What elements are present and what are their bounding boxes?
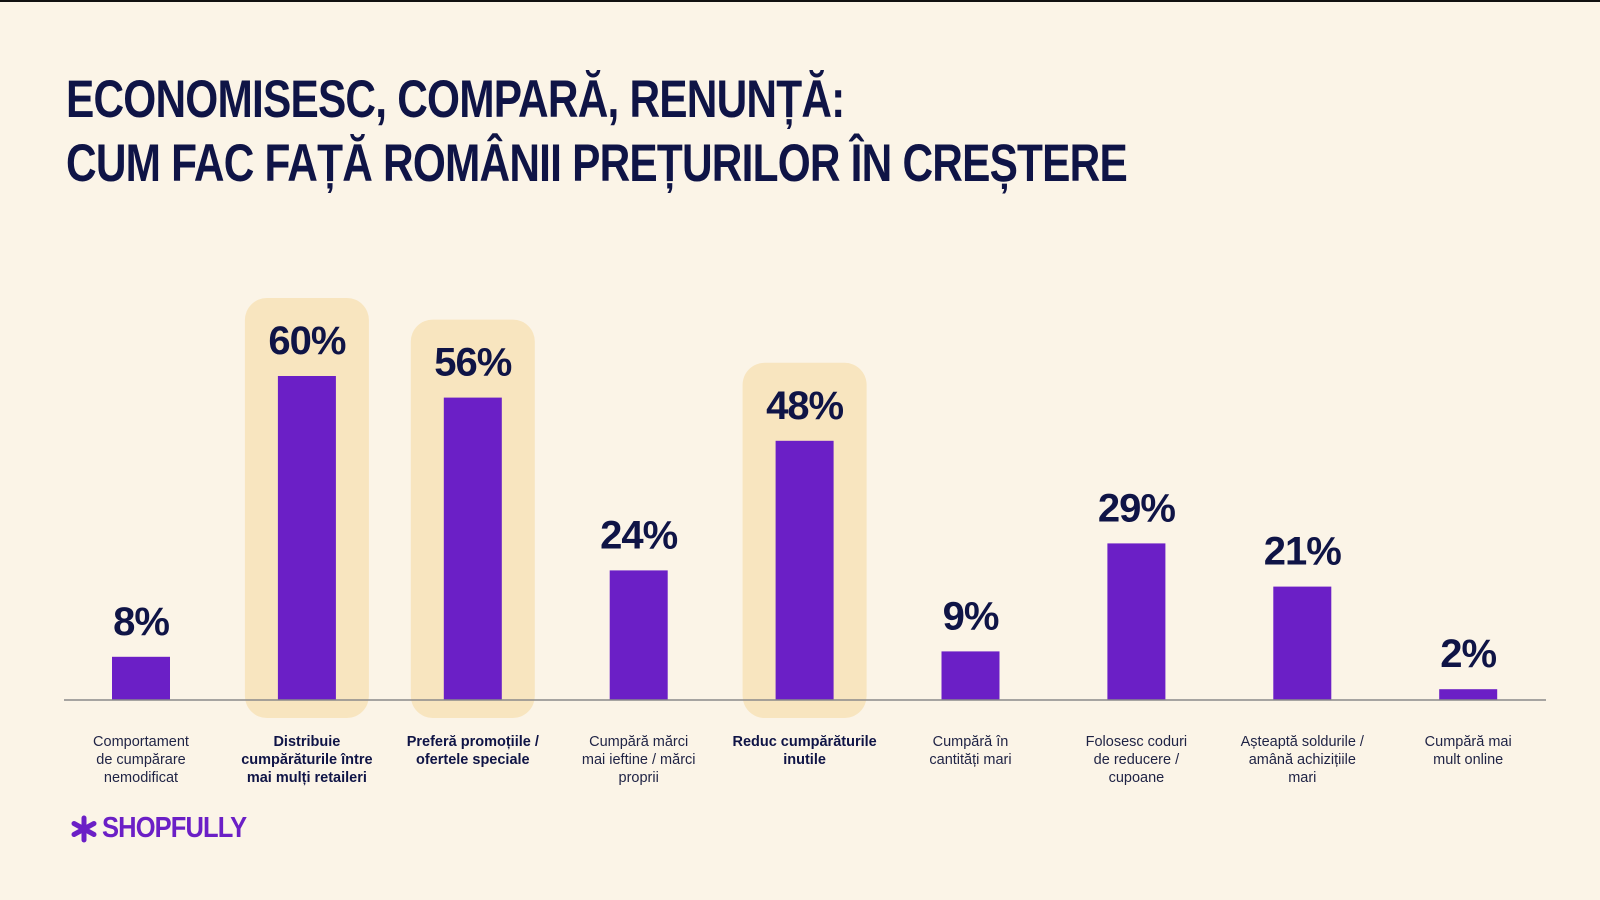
value-label: 29% xyxy=(1098,486,1175,530)
category-label-line: Distribuie xyxy=(273,734,341,750)
bar xyxy=(941,651,1000,700)
bar xyxy=(609,570,668,700)
category-label-line: Cumpără mărci xyxy=(589,734,689,750)
value-label: 56% xyxy=(434,341,511,385)
category-label-line: de reducere / xyxy=(1093,752,1180,768)
shopfully-logo: SHOPFULLY xyxy=(70,812,266,845)
category-label: Folosesc coduri de reducere / cupoane xyxy=(1061,733,1211,787)
bar xyxy=(775,440,834,700)
category-label-line: cupoane xyxy=(1108,770,1165,786)
category-label-line: inutile xyxy=(783,752,826,768)
category-label: Cumpără în cantități mari xyxy=(896,733,1046,769)
category-label-line: Comportament xyxy=(93,734,189,750)
bar xyxy=(443,397,502,700)
top-border xyxy=(0,0,1600,2)
category-label-line: proprii xyxy=(618,770,659,786)
bar xyxy=(277,376,336,700)
category-label-line: Cumpără în xyxy=(932,734,1009,750)
category-label-line: mai ieftine / mărci xyxy=(581,752,696,768)
category-label: Cumpără mai mult online xyxy=(1393,733,1543,769)
bar xyxy=(1273,586,1332,700)
category-label-line: mari xyxy=(1288,770,1317,786)
category-label-line: amână achizițiile xyxy=(1248,752,1356,768)
bar-layer xyxy=(112,376,1498,700)
value-label: 60% xyxy=(268,319,345,363)
value-label: 21% xyxy=(1264,530,1341,574)
title-line-1: ECONOMISESC, COMPARĂ, RENUNȚĂ: xyxy=(66,70,845,129)
category-label: Comportament de cumpărare nemodificat xyxy=(66,733,216,787)
category-label: Preferă promoțiile / ofertele speciale xyxy=(398,733,548,769)
asterisk-icon xyxy=(71,815,97,842)
page-title: ECONOMISESC, COMPARĂ, RENUNȚĂ: CUM FAC F… xyxy=(66,68,1128,196)
category-label-line: Cumpără mai xyxy=(1424,734,1512,750)
bar xyxy=(1107,543,1166,700)
category-label-line: cumpărăturile între xyxy=(241,752,373,768)
category-label-line: cantități mari xyxy=(929,752,1012,768)
category-label-line: mult online xyxy=(1433,752,1504,768)
category-label: Cumpără mărci mai ieftine / mărci proprii xyxy=(564,733,714,787)
value-label: 9% xyxy=(943,594,999,638)
value-label: 8% xyxy=(113,600,169,644)
title-line-2: CUM FAC FAȚĂ ROMÂNII PREȚURILOR ÎN CREȘT… xyxy=(66,134,1128,193)
category-label-line: nemodificat xyxy=(103,770,179,786)
logo-text: SHOPFULLY xyxy=(102,812,247,844)
category-label-line: Preferă promoțiile / xyxy=(406,734,539,750)
category-label-line: Reduc cumpărăturile xyxy=(732,734,877,750)
category-label-line: de cumpărare xyxy=(96,752,186,768)
category-label-line: ofertele speciale xyxy=(415,752,530,768)
value-label: 2% xyxy=(1440,632,1496,676)
category-label-line: mai mulți retaileri xyxy=(246,770,367,786)
category-label-line: Folosesc coduri xyxy=(1085,734,1188,750)
value-label: 48% xyxy=(766,384,843,428)
value-label: 24% xyxy=(600,513,677,557)
value-label-layer: 8% 60% 56% 24% 48% 9% 29% 21% 2% xyxy=(113,319,1497,676)
bar xyxy=(112,656,170,700)
bar xyxy=(1439,689,1498,700)
category-label-line: Așteaptă soldurile / xyxy=(1240,734,1364,750)
category-label: Așteaptă soldurile / amână achizițiile mar… xyxy=(1227,733,1377,787)
category-label: Reduc cumpărăturile inutile xyxy=(730,733,880,769)
category-label: Distribuie cumpărăturile între mai mulți r… xyxy=(232,733,382,787)
